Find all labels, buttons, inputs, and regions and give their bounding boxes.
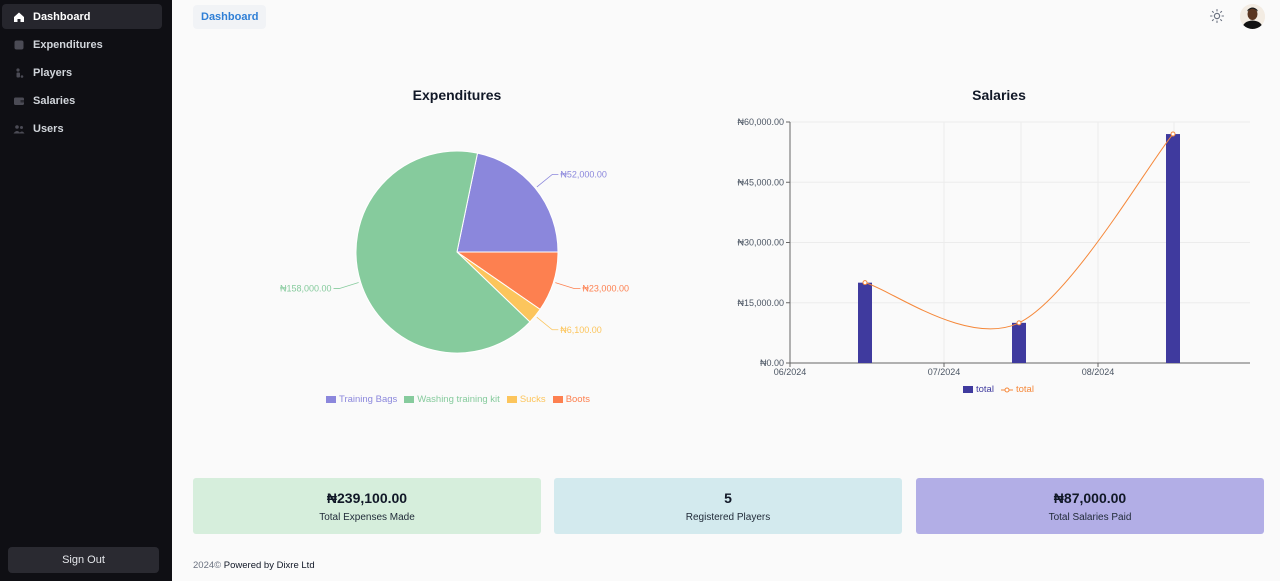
- line-point[interactable]: [862, 280, 868, 286]
- salaries-bar-chart: ₦0.00 ₦15,000.00 ₦30,000.00 ₦45,000.00 ₦60,0…: [737, 117, 1250, 377]
- expenditures-chart-title: Expenditures: [412, 87, 502, 103]
- y-tick-label: ₦0.00: [760, 358, 784, 368]
- y-tick-label: ₦45,000.00: [737, 177, 784, 187]
- legend-swatch: [552, 396, 563, 403]
- sidebar-item-label: Salaries: [33, 94, 76, 107]
- line-point[interactable]: [1170, 131, 1176, 137]
- legend-swatch: [506, 396, 517, 403]
- sidebar: Dashboard Expenditures Players Salaries …: [0, 0, 172, 581]
- stat-value: 5: [724, 489, 732, 506]
- sidebar-item-players[interactable]: Players: [2, 60, 162, 85]
- player-icon: [13, 67, 25, 79]
- y-tick-label: ₦15,000.00: [737, 298, 784, 308]
- series-line: [864, 133, 1174, 330]
- salaries-chart-title: Salaries: [972, 87, 1026, 103]
- sidebar-item-label: Dashboard: [33, 10, 91, 23]
- line-swatch-icon: [1000, 387, 1013, 392]
- salaries-legend: total total: [963, 384, 1041, 395]
- bar[interactable]: [1166, 134, 1180, 363]
- stat-card-expenses: ₦239,100.00 Total Expenses Made: [193, 478, 541, 534]
- pie-label-line: [536, 316, 559, 331]
- legend-item[interactable]: Training Bags: [326, 394, 397, 405]
- pie-data-label: ₦6,100.00: [560, 325, 602, 335]
- y-tick-label: ₦60,000.00: [737, 117, 784, 127]
- footer: 2024© Powered by Dixre Ltd: [193, 560, 315, 571]
- sidebar-item-expenditures[interactable]: Expenditures: [2, 32, 162, 57]
- stat-value: ₦239,100.00: [326, 489, 408, 506]
- legend-item[interactable]: Boots: [552, 394, 590, 405]
- pie-data-label: ₦52,000.00: [560, 169, 607, 179]
- expenditures-pie-chart: ₦52,000.00 ₦23,000.00 ₦6,100.00 ₦158,000.00: [280, 150, 629, 354]
- stat-label: Total Expenses Made: [319, 511, 415, 523]
- sidebar-item-salaries[interactable]: Salaries: [2, 88, 162, 113]
- footer-year: 2024©: [193, 560, 222, 571]
- legend-swatch: [963, 386, 973, 393]
- sidebar-item-dashboard[interactable]: Dashboard: [2, 4, 162, 29]
- pie-label-line: [555, 282, 581, 290]
- x-tick-label: 07/2024: [928, 367, 961, 377]
- pie-data-label: ₦158,000.00: [280, 283, 332, 293]
- expenditures-legend: Training Bags Washing training kit Sucks Bo…: [326, 394, 597, 405]
- avatar[interactable]: [1240, 4, 1265, 29]
- pie-slice[interactable]: [355, 150, 531, 354]
- sidebar-item-users[interactable]: Users: [2, 116, 162, 141]
- legend-label: Boots: [565, 394, 590, 405]
- legend-item[interactable]: total: [963, 384, 994, 395]
- legend-item[interactable]: Washing training kit: [404, 394, 500, 405]
- x-tick-label: 08/2024: [1082, 367, 1115, 377]
- x-tick-label: 06/2024: [774, 367, 807, 377]
- pie-label-line: [536, 173, 559, 188]
- stat-value: ₦87,000.00: [1053, 489, 1127, 506]
- line-point[interactable]: [1016, 320, 1022, 326]
- footer-text: Powered by Dixre Ltd: [223, 560, 315, 571]
- home-icon: [13, 11, 25, 23]
- sun-icon[interactable]: [1209, 8, 1225, 24]
- wallet-icon: [13, 95, 25, 107]
- sign-out-button[interactable]: Sign Out: [8, 547, 159, 573]
- sidebar-item-label: Expenditures: [33, 38, 103, 51]
- sidebar-item-label: Users: [33, 122, 64, 135]
- legend-item[interactable]: Sucks: [506, 394, 546, 405]
- legend-label: Sucks: [519, 394, 546, 405]
- stat-card-salaries: ₦87,000.00 Total Salaries Paid: [916, 478, 1264, 534]
- stat-label: Registered Players: [685, 511, 771, 523]
- sidebar-item-label: Players: [33, 66, 73, 79]
- legend-label: total: [976, 384, 994, 395]
- legend-item[interactable]: total: [1000, 384, 1034, 395]
- stat-card-players: 5 Registered Players: [554, 478, 902, 534]
- pie-label-line: [333, 282, 359, 289]
- breadcrumb[interactable]: Dashboard: [193, 5, 267, 29]
- box-icon: [13, 39, 25, 51]
- pie-data-label: ₦23,000.00: [582, 284, 629, 294]
- legend-label: total: [1015, 384, 1034, 395]
- stat-label: Total Salaries Paid: [1048, 511, 1132, 523]
- pie-slice[interactable]: [456, 152, 559, 253]
- legend-label: Training Bags: [339, 394, 398, 405]
- legend-label: Washing training kit: [417, 394, 500, 405]
- users-icon: [13, 123, 25, 135]
- legend-swatch: [326, 396, 336, 403]
- legend-swatch: [404, 396, 415, 403]
- bar[interactable]: [858, 282, 872, 363]
- y-tick-label: ₦30,000.00: [737, 238, 784, 248]
- bar[interactable]: [1012, 322, 1026, 363]
